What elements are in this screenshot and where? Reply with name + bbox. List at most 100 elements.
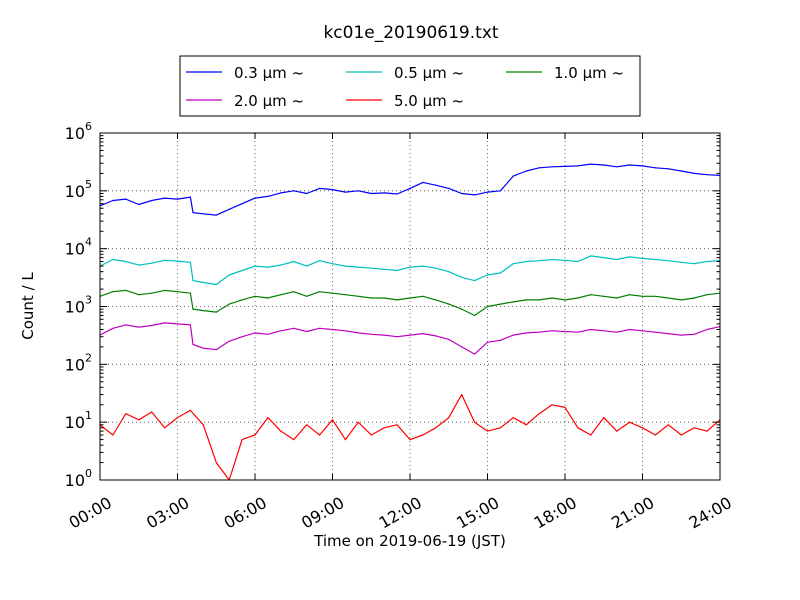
data-point [461, 276, 463, 278]
data-point [461, 192, 463, 195]
data-point [215, 311, 217, 313]
data-point [474, 421, 476, 423]
data-point [512, 175, 514, 177]
series-line [99, 163, 721, 216]
data-point [667, 424, 669, 426]
data-point [383, 297, 385, 299]
data-point [667, 333, 669, 335]
data-point [693, 263, 695, 265]
data-point [629, 421, 631, 423]
legend-label: 2.0 μm ~ [234, 92, 304, 110]
data-point [590, 255, 592, 257]
data-point [706, 174, 708, 176]
data-point [228, 274, 230, 276]
data-point [306, 424, 308, 426]
x-tick-label: 09:00 [298, 493, 347, 533]
data-point [383, 192, 385, 194]
data-point [192, 308, 194, 310]
data-point [396, 193, 398, 195]
data-point [176, 417, 179, 419]
data-point [706, 294, 708, 296]
data-point [538, 413, 540, 415]
data-series [99, 163, 721, 481]
data-point [706, 328, 708, 331]
chart-title: kc01e_20190619.txt [323, 23, 498, 43]
data-point [641, 165, 644, 167]
data-point [680, 170, 682, 172]
data-point [319, 327, 321, 329]
data-point [461, 394, 463, 396]
data-point [538, 331, 540, 333]
data-point [383, 334, 385, 336]
data-point [254, 265, 256, 267]
data-point [435, 299, 437, 301]
x-tick-label: 12:00 [376, 493, 425, 533]
data-point [616, 258, 618, 261]
data-point [331, 189, 334, 191]
data-point [667, 297, 669, 299]
data-point [409, 297, 411, 299]
data-point [577, 165, 579, 167]
data-point [151, 411, 153, 413]
data-point [486, 430, 489, 432]
data-point [654, 258, 657, 261]
data-point [241, 439, 243, 441]
x-tick-label: 03:00 [143, 493, 192, 533]
data-point [499, 303, 501, 305]
data-point [525, 424, 527, 426]
x-tick-label: 15:00 [453, 493, 502, 533]
grid-lines [100, 133, 720, 480]
data-point [164, 259, 166, 261]
data-point [228, 303, 230, 305]
data-point [344, 330, 346, 332]
y-tick-label: 105 [65, 178, 92, 201]
data-point [499, 339, 501, 341]
data-point [215, 214, 217, 216]
data-point [125, 198, 127, 200]
series-line [99, 322, 721, 355]
data-point [654, 167, 657, 169]
data-point [192, 343, 194, 346]
data-point [577, 260, 579, 263]
data-point [641, 330, 644, 332]
data-point [616, 430, 618, 432]
data-point [474, 314, 476, 317]
data-point [422, 434, 424, 436]
data-point [590, 294, 592, 296]
data-point [629, 294, 631, 296]
data-point [486, 341, 489, 343]
data-point [138, 326, 140, 328]
data-point [241, 336, 243, 338]
data-point [280, 294, 282, 296]
data-point [435, 267, 437, 269]
data-point [474, 280, 476, 282]
data-point [164, 289, 166, 291]
data-point [202, 281, 204, 284]
data-point [293, 190, 295, 192]
data-point [176, 291, 179, 293]
data-point [241, 299, 243, 301]
data-point [202, 424, 204, 426]
data-point [538, 167, 540, 169]
data-point [564, 165, 566, 167]
data-point [151, 324, 153, 327]
data-point [370, 434, 372, 436]
data-point [616, 166, 618, 168]
data-point [151, 292, 153, 294]
data-point [641, 427, 644, 429]
data-point [357, 332, 359, 334]
data-point [538, 260, 540, 262]
data-point [189, 409, 191, 411]
data-point [357, 266, 359, 268]
data-point [176, 260, 179, 262]
x-tick-labels: 00:00 03:00 06:00 09:00 12:00 15:00 18:00 21:00… [66, 493, 735, 533]
x-tick-label: 21:00 [608, 493, 657, 533]
data-point [629, 328, 631, 331]
data-point [616, 331, 618, 333]
data-point [396, 424, 398, 426]
data-point [125, 289, 127, 291]
data-point [693, 427, 695, 429]
legend-label: 5.0 μm ~ [394, 92, 464, 110]
data-point [215, 462, 217, 464]
data-point [254, 197, 256, 199]
